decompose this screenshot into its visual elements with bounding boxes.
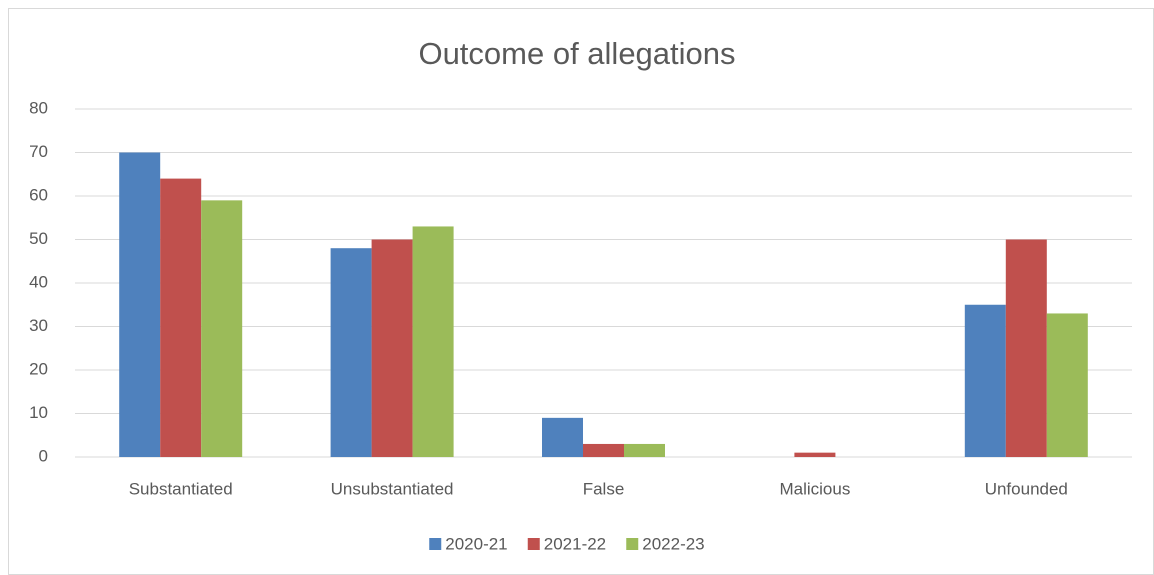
bar <box>330 248 372 457</box>
bar <box>160 178 202 457</box>
bar <box>583 443 624 457</box>
bar <box>794 452 836 457</box>
bar <box>412 226 454 457</box>
bar <box>542 417 583 457</box>
bar <box>1005 239 1047 457</box>
x-tick-label: Unsubstantiated <box>331 479 454 498</box>
bar <box>964 304 1006 457</box>
y-tick-label: 40 <box>29 272 48 291</box>
y-tick-label: 60 <box>29 185 48 204</box>
legend-swatch <box>626 538 639 550</box>
bar <box>371 239 413 457</box>
chart-title: Outcome of allegations <box>418 36 735 71</box>
y-tick-label: 10 <box>29 403 48 422</box>
bar <box>119 152 161 457</box>
legend-swatch <box>429 538 442 550</box>
x-tick-label: Unfounded <box>985 479 1068 498</box>
legend-label: 2020-21 <box>445 534 507 553</box>
bar <box>1046 313 1088 457</box>
y-tick-label: 70 <box>29 142 48 161</box>
bar <box>201 200 243 457</box>
x-tick-label: Malicious <box>779 479 850 498</box>
y-tick-label: 80 <box>29 98 48 117</box>
legend-label: 2021-22 <box>544 534 606 553</box>
y-tick-label: 50 <box>29 229 48 248</box>
y-tick-label: 20 <box>29 359 48 378</box>
x-tick-label: Substantiated <box>129 479 233 498</box>
x-tick-label: False <box>583 479 625 498</box>
y-tick-label: 0 <box>39 446 48 465</box>
legend-label: 2022-23 <box>642 534 704 553</box>
y-tick-label: 30 <box>29 316 48 335</box>
bar <box>624 443 665 457</box>
legend-swatch <box>527 538 540 550</box>
